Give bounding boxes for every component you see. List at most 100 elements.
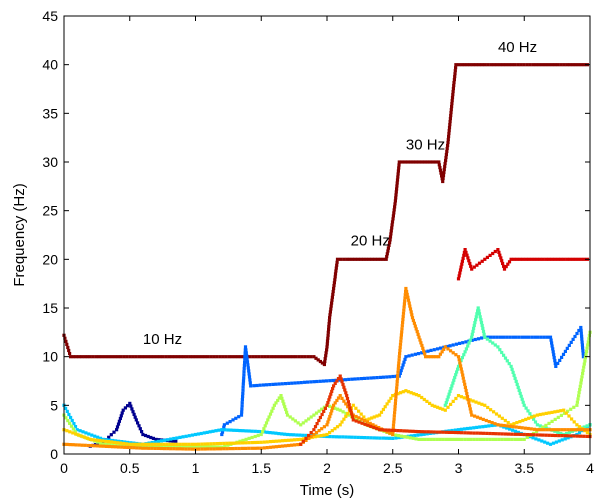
data-point [360,417,364,421]
data-point [487,420,491,424]
series-7 [62,389,592,446]
data-point [573,334,577,339]
data-point [519,63,523,67]
data-point [457,274,461,278]
data-point [558,358,562,362]
data-point [285,413,290,417]
data-point [552,356,556,360]
data-point [200,447,204,451]
data-point [100,355,104,359]
data-point [170,355,174,359]
data-point [399,391,403,395]
data-point [527,257,531,261]
data-point [543,440,547,444]
data-point [577,431,582,435]
data-point [442,170,446,175]
data-point [328,316,332,320]
data-point [360,421,364,425]
data-point [347,257,352,261]
data-point [449,402,453,406]
data-point [271,406,275,410]
data-point [263,424,267,428]
data-point [378,436,382,440]
data-point [439,346,443,350]
data-point [155,355,159,359]
data-point [531,63,535,67]
data-point [521,400,525,404]
data-point [128,442,132,446]
data-point [468,398,472,402]
data-point [397,163,401,167]
data-point [414,437,418,441]
data-point [571,257,575,261]
data-point [562,257,566,261]
data-point [451,93,455,97]
data-point [241,429,245,433]
data-point [240,441,245,445]
data-point [328,310,332,314]
data-point [328,414,332,419]
data-point [525,63,529,67]
data-point [103,439,108,443]
data-point [391,217,395,221]
data-point [563,434,567,438]
data-point [520,426,524,430]
data-point [393,199,397,203]
data-point [79,434,84,438]
data-point [304,419,308,423]
data-point [453,72,457,76]
data-point [440,174,444,178]
data-point [287,438,291,442]
data-point [307,417,311,421]
data-point [191,355,195,359]
data-point [150,446,154,450]
data-point [119,414,123,418]
data-point [526,426,530,431]
data-point [164,355,168,359]
x-axis-title: Time (s) [300,482,354,499]
data-point [538,433,542,437]
data-point [312,355,316,359]
data-point [348,406,352,410]
data-point [179,355,183,359]
data-point [202,444,206,449]
data-point [331,289,335,294]
data-point [393,205,397,209]
data-point [498,348,502,352]
data-point [402,429,406,433]
data-point [335,398,339,403]
data-point [330,298,334,302]
data-point [91,438,95,442]
data-point [116,441,120,445]
data-point [166,438,170,442]
data-point [327,398,331,402]
data-point [187,447,191,451]
data-point [477,63,481,67]
data-point [301,439,305,443]
data-point [456,277,461,281]
data-point [502,423,506,428]
data-point [528,63,532,67]
data-point [322,362,326,367]
data-point [394,395,398,399]
data-point [420,395,424,400]
data-point [366,376,370,380]
data-point [466,344,470,348]
data-point [445,149,449,154]
data-point [545,335,549,339]
data-point [172,447,176,451]
data-point [466,426,470,431]
data-point [395,380,399,384]
data-point [515,421,519,425]
data-point [460,262,464,266]
data-point [172,444,176,448]
data-point [68,352,72,356]
data-point [414,327,418,331]
data-point [460,431,464,435]
data-point [106,355,111,359]
data-point [469,426,473,430]
data-point [475,431,479,435]
data-point [365,420,369,424]
data-point [474,63,478,67]
